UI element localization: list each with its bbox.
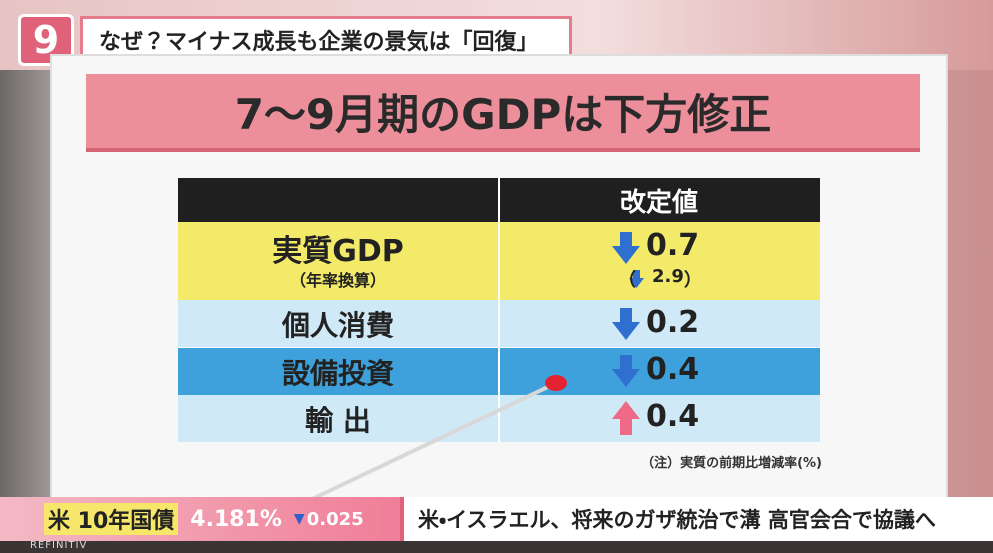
down-arrow [629, 270, 644, 288]
row-subvalue: （ 2.9 ） [618, 266, 702, 292]
down-arrow [612, 308, 640, 340]
board-title: 7〜9月期のGDPは下方修正 [86, 74, 920, 152]
down-triangle: ▼ [293, 511, 305, 527]
row-label: 輸 出 [305, 403, 371, 437]
source: REFINITIV [30, 540, 88, 551]
down-arrow [612, 355, 640, 387]
note: （注）実質の前期比増減率(%) [641, 456, 822, 471]
row-label: 個人消費 [281, 309, 394, 342]
bottom-strip [0, 541, 993, 553]
news-headline: 米・イスラエル、将来のガザ統治で溝 高官会合で協議へ [400, 497, 993, 541]
row-sublabel: （年率換算） [289, 271, 386, 290]
row-value: 0.4 [646, 399, 700, 434]
market-value: 4.181% [190, 506, 282, 532]
market-change: 0.025 [306, 508, 364, 530]
down-arrow [612, 232, 640, 264]
pointer-stick [309, 383, 553, 502]
market-label: 米 10年国債 [44, 503, 179, 535]
row-value: 0.4 [646, 352, 700, 387]
row-label: 実質GDP [272, 234, 404, 269]
column-header: 改定値 [619, 187, 698, 218]
market-ticker: 米 10年国債 4.181% ▼ 0.025 [0, 497, 400, 541]
paren: （ [618, 270, 636, 291]
row-value: 0.7 [646, 228, 700, 263]
up-arrow [612, 401, 640, 435]
pointer-tip [545, 375, 567, 391]
row-value: 0.2 [646, 305, 700, 340]
subvalue: 2.9 [652, 266, 684, 287]
column-divider [498, 222, 500, 442]
paren: ） [683, 270, 702, 291]
row-label: 設備投資 [281, 356, 394, 390]
